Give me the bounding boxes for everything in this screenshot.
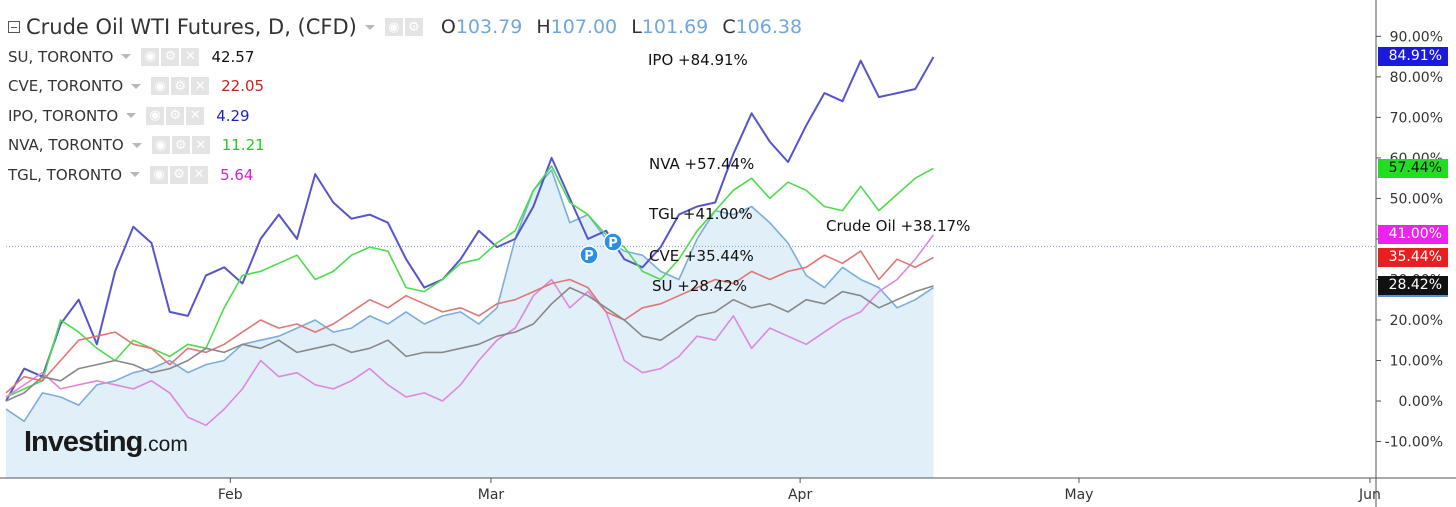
- high-value: 107.00: [550, 16, 618, 38]
- chevron-down-icon[interactable]: [131, 83, 142, 89]
- logo-wordmark: Investing: [24, 426, 143, 458]
- close-icon[interactable]: ✕: [181, 47, 200, 66]
- chevron-down-icon[interactable]: [364, 24, 375, 30]
- crude-oil-area: [6, 170, 934, 478]
- tgl-end-label: TGL +41.00%: [648, 205, 753, 223]
- symbol-value: 42.57: [211, 47, 255, 66]
- close-value: 106.38: [735, 16, 803, 38]
- y-tick-label: 20.00%: [1390, 313, 1443, 329]
- p-marker-circle[interactable]: [603, 232, 623, 252]
- close-icon[interactable]: ✕: [191, 77, 210, 96]
- y-tick-label: 50.00%: [1390, 191, 1443, 207]
- cve-end-label: CVE +35.44%: [649, 247, 754, 265]
- y-tick-label: 10.00%: [1390, 354, 1443, 370]
- chevron-down-icon[interactable]: [121, 54, 132, 60]
- y-tick-label: 90.00%: [1390, 29, 1443, 45]
- gear-icon[interactable]: ⚙: [171, 77, 190, 96]
- gear-icon[interactable]: ⚙: [171, 136, 190, 155]
- y-tick-label: 80.00%: [1390, 70, 1443, 86]
- ohlc-values: O103.79 H107.00 L101.69 C106.38: [433, 16, 802, 38]
- symbol-value: 5.64: [220, 165, 254, 184]
- investing-logo: Investing.com: [24, 426, 188, 459]
- p-marker-circle[interactable]: [579, 245, 599, 265]
- x-tick-label: Jun: [1358, 487, 1381, 503]
- eye-icon[interactable]: ◉: [384, 18, 403, 36]
- symbol-name[interactable]: NVA, TORONTO: [8, 136, 124, 155]
- su-end-label: SU +28.42%: [652, 277, 747, 295]
- su-line: [5, 285, 934, 402]
- series-label-layer: Crude Oil +38.17% IPO +84.91% NVA +57.44% T…: [648, 51, 970, 295]
- eye-icon[interactable]: ◉: [150, 165, 169, 184]
- symbol-value: 4.29: [216, 106, 250, 125]
- gear-icon[interactable]: ⚙: [170, 165, 189, 184]
- low-label: L: [631, 16, 642, 38]
- logo-suffix: .com: [142, 433, 188, 456]
- close-icon[interactable]: ✕: [186, 106, 205, 125]
- y-tick-label: 70.00%: [1390, 110, 1443, 126]
- p-marker-letter: P: [584, 249, 594, 264]
- x-tick-label: Feb: [218, 487, 243, 503]
- symbol-row: IPO, TORONTO ◉ ⚙ ✕ 4.29: [8, 101, 802, 131]
- ipo-price-tag: 84.91%: [1378, 47, 1448, 67]
- symbol-name[interactable]: SU, TORONTO: [8, 47, 114, 66]
- su-price-tag: 28.42%: [1378, 276, 1448, 296]
- eye-icon[interactable]: ◉: [151, 136, 170, 155]
- low-value: 101.69: [641, 16, 709, 38]
- close-label: C: [722, 16, 736, 38]
- marker-layer[interactable]: PP: [579, 232, 623, 265]
- tgl-line: [5, 234, 935, 427]
- symbol-name[interactable]: TGL, TORONTO: [8, 165, 123, 184]
- chevron-down-icon[interactable]: [126, 113, 137, 119]
- x-tick-label: May: [1064, 487, 1093, 503]
- close-icon[interactable]: ✕: [191, 136, 210, 155]
- area-layer: [6, 170, 934, 478]
- y-tick-label: 0.00%: [1399, 394, 1443, 410]
- instrument-title: Crude Oil WTI Futures, D, (CFD): [26, 15, 357, 39]
- crude-oil-end-label: Crude Oil +38.17%: [826, 217, 970, 235]
- open-value: 103.79: [455, 16, 523, 38]
- nva-price-tag: 57.44%: [1378, 158, 1448, 178]
- nva-end-label: NVA +57.44%: [649, 155, 754, 173]
- symbol-value: 22.05: [221, 77, 265, 96]
- legend-main-row: Crude Oil WTI Futures, D, (CFD) ◉ ⚙ O103…: [8, 12, 802, 42]
- symbol-row: TGL, TORONTO ◉ ⚙ ✕ 5.64: [8, 160, 802, 190]
- legend-panel: Crude Oil WTI Futures, D, (CFD) ◉ ⚙ O103…: [8, 12, 802, 190]
- cve-line: [5, 250, 934, 394]
- eye-icon[interactable]: ◉: [146, 106, 165, 125]
- chevron-down-icon[interactable]: [130, 172, 141, 178]
- cve-price-tag: 35.44%: [1378, 247, 1448, 267]
- open-label: O: [440, 16, 456, 38]
- y-tick-label: -10.00%: [1385, 435, 1443, 451]
- close-icon[interactable]: ✕: [190, 165, 209, 184]
- ipo-line: [5, 56, 935, 402]
- tgl-price-tag: 41.00%: [1378, 225, 1448, 245]
- chevron-down-icon[interactable]: [131, 142, 142, 148]
- symbol-name[interactable]: CVE, TORONTO: [8, 77, 124, 96]
- ipo-end-label: IPO +84.91%: [648, 51, 748, 69]
- x-tick-label: Apr: [788, 487, 812, 503]
- p-marker[interactable]: P: [579, 245, 599, 265]
- symbol-list: SU, TORONTO ◉ ⚙ ✕ 42.57 CVE, TORONTO ◉ ⚙ ✕ 22.05 I…: [8, 42, 802, 190]
- collapse-icon[interactable]: [8, 21, 20, 33]
- symbol-row: CVE, TORONTO ◉ ⚙ ✕ 22.05: [8, 72, 802, 102]
- gear-icon[interactable]: ⚙: [404, 18, 423, 36]
- eye-icon[interactable]: ◉: [141, 47, 160, 66]
- series-layer: [5, 56, 935, 427]
- symbol-name[interactable]: IPO, TORONTO: [8, 106, 119, 125]
- high-label: H: [536, 16, 551, 38]
- gear-icon[interactable]: ⚙: [166, 106, 185, 125]
- p-marker-letter: P: [608, 236, 618, 251]
- x-tick-label: Mar: [478, 487, 505, 503]
- p-marker[interactable]: P: [603, 232, 623, 252]
- gear-icon[interactable]: ⚙: [161, 47, 180, 66]
- symbol-value: 11.21: [221, 136, 265, 155]
- symbol-row: NVA, TORONTO ◉ ⚙ ✕ 11.21: [8, 131, 802, 161]
- nva-line: [5, 165, 934, 398]
- eye-icon[interactable]: ◉: [151, 77, 170, 96]
- crude-oil-line: [5, 169, 934, 423]
- symbol-row: SU, TORONTO ◉ ⚙ ✕ 42.57: [8, 42, 802, 72]
